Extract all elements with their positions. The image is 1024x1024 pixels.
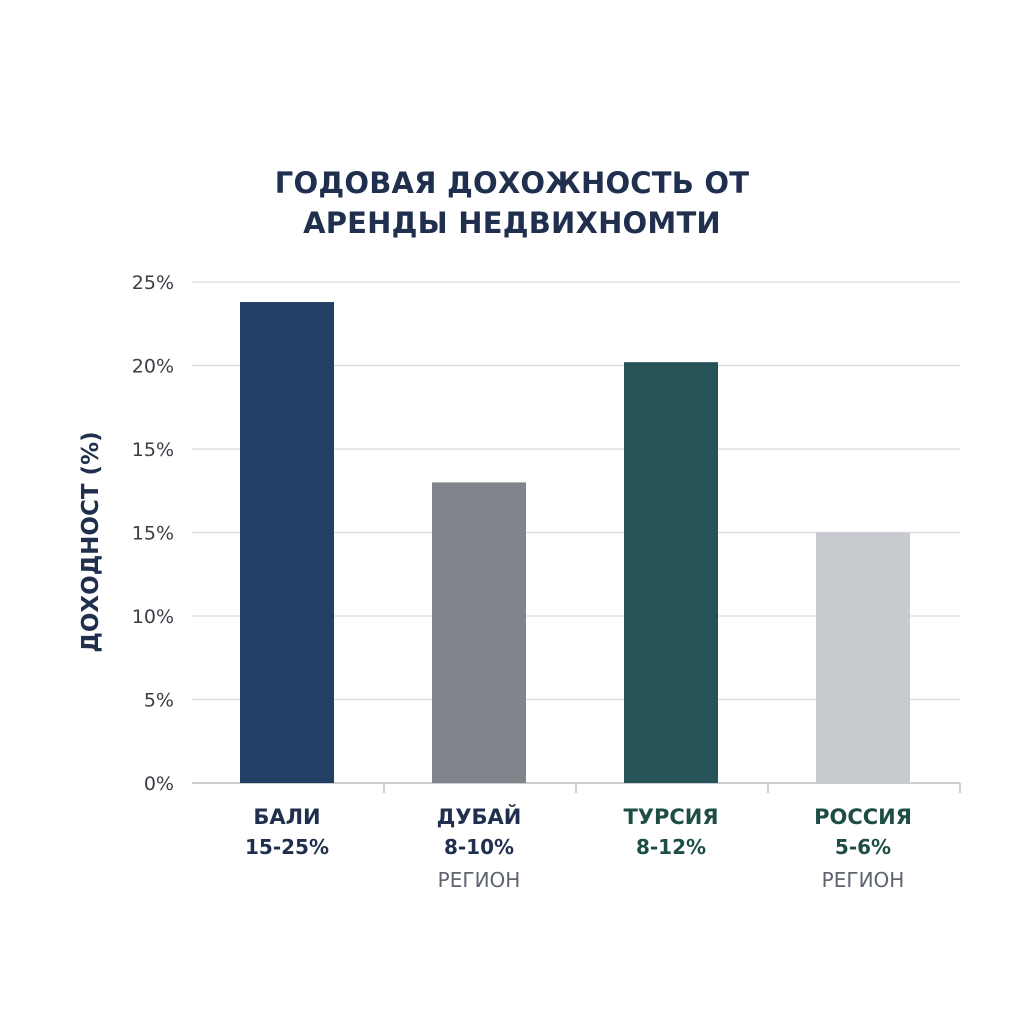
bar-2 — [432, 482, 526, 783]
chart-title-line-2: АРЕНДЫ НЕДВИХНОМТИ — [303, 206, 721, 240]
y-tick-label: 10% — [132, 606, 174, 628]
y-axis-label: ДОХОДНОСТ (%) — [78, 431, 104, 652]
y-tick-label: 0% — [144, 773, 174, 795]
y-tick-label: 15% — [132, 439, 174, 461]
y-tick-label: 15% — [132, 523, 174, 545]
chart-title-line-1: ГОДОВАЯ ДОХОЖНОСТЬ ОТ — [274, 166, 750, 200]
x-category-range: 15-25% — [245, 835, 329, 859]
bar-4 — [816, 532, 910, 783]
x-category-label: ДУБАЙ — [437, 804, 522, 829]
bar-3 — [624, 362, 718, 783]
x-category-sublabel: РЕГИОН — [822, 868, 905, 892]
x-category-label: РОССИЯ — [814, 805, 912, 829]
y-tick-label: 5% — [144, 690, 174, 712]
x-category-range: 8-10% — [444, 835, 514, 859]
x-category-range: 5-6% — [835, 835, 891, 859]
x-category-label: ТУРСИЯ — [623, 805, 718, 829]
y-tick-label: 20% — [132, 356, 174, 378]
x-category-label: БАЛИ — [253, 805, 320, 829]
bar-1 — [240, 302, 334, 783]
x-category-sublabel: РЕГИОН — [438, 868, 521, 892]
x-category-range: 8-12% — [636, 835, 706, 859]
y-tick-label: 25% — [132, 272, 174, 294]
